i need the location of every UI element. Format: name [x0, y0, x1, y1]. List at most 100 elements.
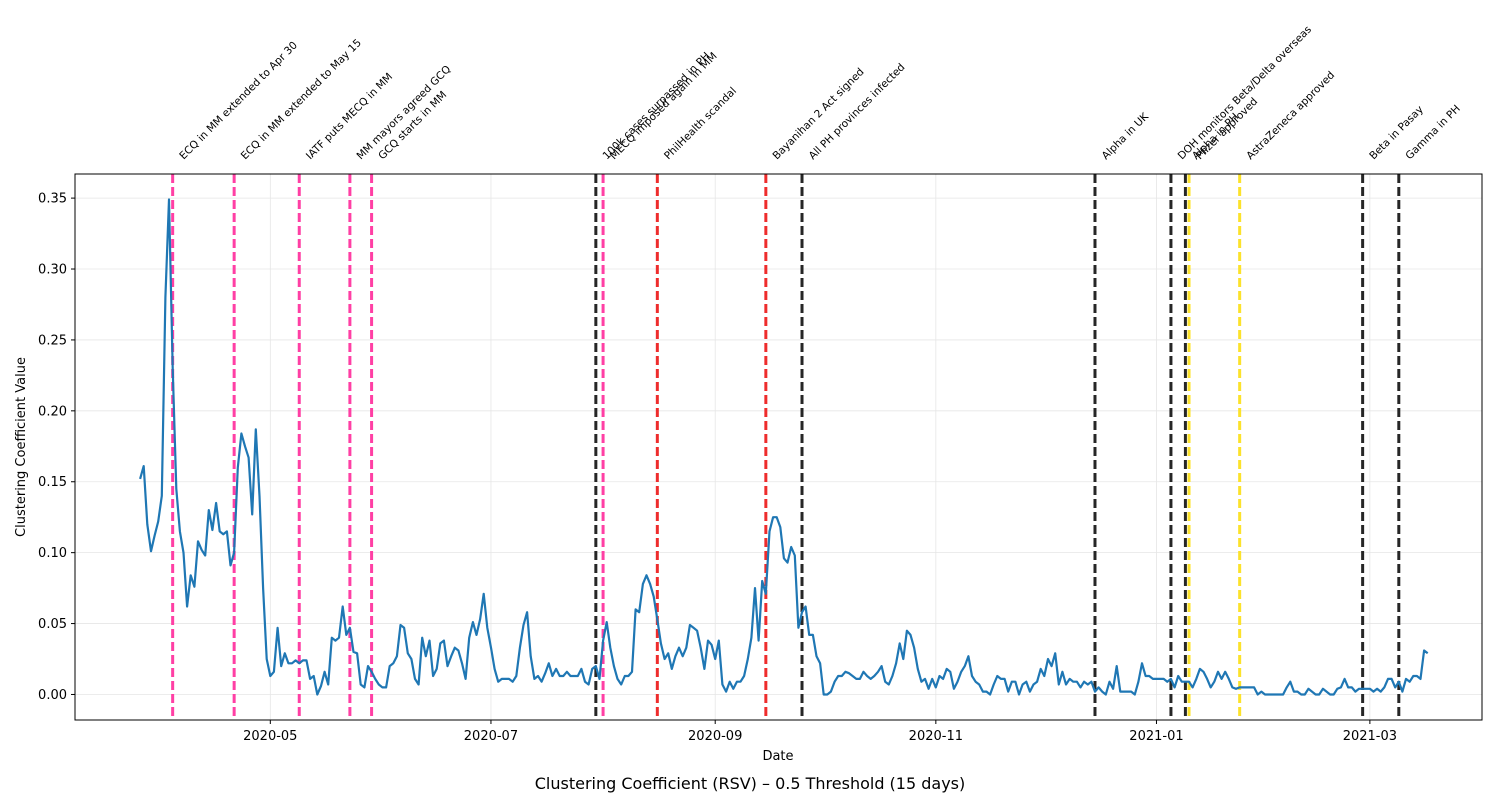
data-point [1424, 650, 1425, 651]
data-point [508, 678, 509, 679]
data-point [968, 656, 969, 657]
data-point [1044, 675, 1045, 676]
data-point [1131, 691, 1132, 692]
data-point [201, 549, 202, 550]
data-point [830, 691, 831, 692]
data-point [711, 644, 712, 645]
x-tick-label: 2020-11 [909, 729, 963, 744]
data-point [472, 622, 473, 623]
data-point [1369, 688, 1370, 689]
data-point [671, 668, 672, 669]
data-point [982, 691, 983, 692]
data-point [964, 666, 965, 667]
data-point [443, 640, 444, 641]
data-point [584, 681, 585, 682]
data-point [447, 666, 448, 667]
data-point [1156, 678, 1157, 679]
data-point [910, 634, 911, 635]
data-point [552, 675, 553, 676]
data-point [371, 671, 372, 672]
data-point [425, 656, 426, 657]
data-point [686, 647, 687, 648]
data-point [990, 694, 991, 695]
data-point [917, 668, 918, 669]
data-point [205, 555, 206, 556]
data-point [1167, 681, 1168, 682]
data-point [953, 688, 954, 689]
data-point [476, 634, 477, 635]
data-point [346, 634, 347, 635]
data-point [1217, 671, 1218, 672]
data-point [1214, 681, 1215, 682]
data-point [697, 630, 698, 631]
data-point [168, 199, 169, 200]
y-tick-label: 0.15 [38, 475, 67, 490]
data-point [313, 675, 314, 676]
y-tick-label: 0.20 [38, 404, 67, 419]
y-tick-label: 0.00 [38, 688, 67, 703]
data-point [378, 684, 379, 685]
data-point [1058, 684, 1059, 685]
data-point [675, 656, 676, 657]
data-point [234, 552, 235, 553]
data-point [342, 606, 343, 607]
data-point [411, 658, 412, 659]
data-point [1246, 687, 1247, 688]
data-point [805, 606, 806, 607]
data-point [241, 433, 242, 434]
data-point [1120, 691, 1121, 692]
data-point [765, 593, 766, 594]
data-point [338, 637, 339, 638]
data-point [1228, 678, 1229, 679]
data-point [490, 647, 491, 648]
data-point [1384, 687, 1385, 688]
data-point [179, 531, 180, 532]
data-point [867, 675, 868, 676]
data-point [877, 671, 878, 672]
data-point [393, 663, 394, 664]
data-point [603, 640, 604, 641]
data-point [581, 668, 582, 669]
data-point [299, 663, 300, 664]
data-point [1080, 687, 1081, 688]
data-point [946, 668, 947, 669]
data-point [1084, 681, 1085, 682]
y-tick-label: 0.30 [38, 263, 67, 278]
data-point [248, 457, 249, 458]
data-point [736, 681, 737, 682]
data-point [537, 675, 538, 676]
data-point [718, 640, 719, 641]
data-point [1160, 678, 1161, 679]
data-point [791, 546, 792, 547]
data-point [1210, 687, 1211, 688]
data-point [570, 675, 571, 676]
data-point [747, 658, 748, 659]
data-point [190, 575, 191, 576]
data-point [751, 637, 752, 638]
data-point [150, 551, 151, 552]
data-point [801, 612, 802, 613]
data-point [588, 684, 589, 685]
event-lines [171, 174, 1401, 720]
data-point [422, 637, 423, 638]
data-point [812, 634, 813, 635]
data-point [1203, 671, 1204, 672]
data-point [776, 517, 777, 518]
data-point [892, 675, 893, 676]
data-point [1286, 687, 1287, 688]
data-point [516, 675, 517, 676]
data-point [1405, 678, 1406, 679]
series-line [139, 198, 1429, 696]
data-point [505, 678, 506, 679]
data-point [360, 684, 361, 685]
data-point [1264, 694, 1265, 695]
data-point [899, 643, 900, 644]
data-point [1322, 688, 1323, 689]
data-point [1094, 691, 1095, 692]
data-point [906, 630, 907, 631]
data-point [740, 681, 741, 682]
data-point [678, 647, 679, 648]
data-point [1178, 675, 1179, 676]
data-point [284, 653, 285, 654]
